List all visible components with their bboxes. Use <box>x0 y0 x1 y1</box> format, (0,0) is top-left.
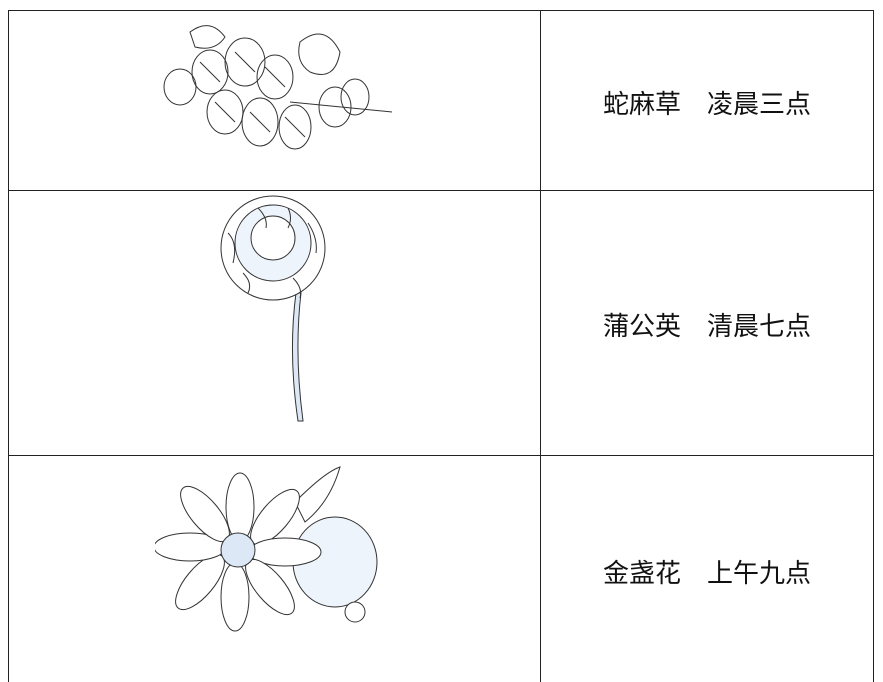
cell-text: 金盏花 <box>602 559 681 589</box>
row-text: 蒲公英 清晨七点 <box>541 306 873 343</box>
row-text: 金盏花 上午九点 <box>541 553 873 590</box>
hops-image <box>163 25 393 150</box>
row-text: 蛇麻草 凌晨三点 <box>541 84 873 121</box>
cell-text: 清晨七点 <box>707 312 812 342</box>
table-border <box>8 10 874 11</box>
cell-text: 上午九点 <box>707 559 812 589</box>
dandelion-image <box>220 195 326 422</box>
cell-text: 凌晨三点 <box>707 90 812 120</box>
column-divider <box>540 10 541 682</box>
table-border <box>873 10 874 682</box>
row-divider <box>8 190 874 191</box>
calendula-image <box>155 466 378 632</box>
cell-text: 蒲公英 <box>602 312 681 342</box>
cell-text: 蛇麻草 <box>602 90 681 120</box>
table-border <box>8 10 9 682</box>
row-divider <box>8 455 874 456</box>
